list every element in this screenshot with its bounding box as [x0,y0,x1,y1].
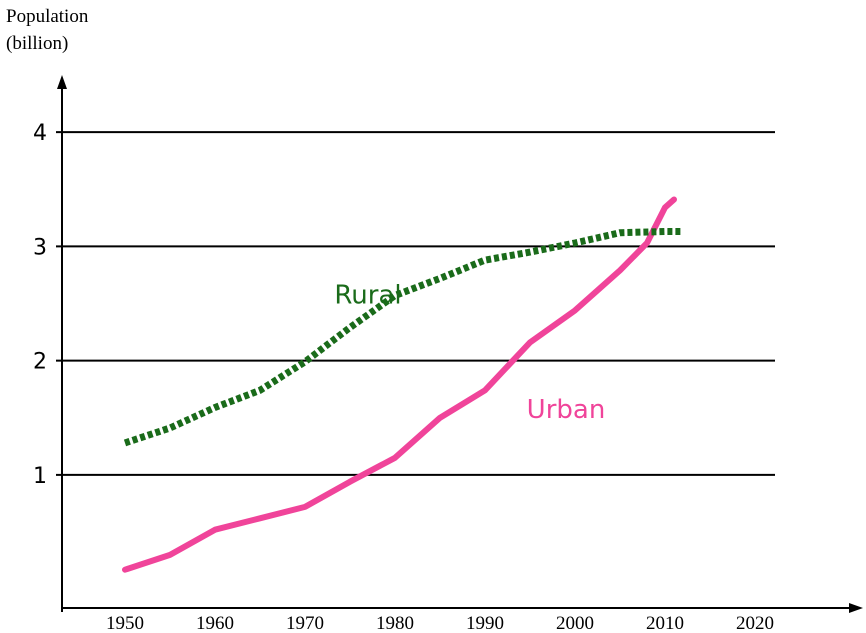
series-line [123,228,683,447]
x-tick-label: 2010 [646,613,684,633]
y-tick-label: 4 [33,121,47,146]
y-tick-label: 1 [33,464,47,489]
x-tick-label: 2000 [556,613,594,633]
y-axis-label: Population [6,6,89,27]
annotation: Rural [334,281,401,311]
y-axis-label: (billion) [6,33,68,54]
series-line [122,196,677,573]
x-tick-label: 2020 [736,613,774,633]
y-tick-label: 3 [33,235,47,260]
x-tick-label: 1950 [106,613,144,633]
x-tick-label: 1990 [466,613,504,633]
x-tick-label: 1980 [376,613,414,633]
x-tick-label: 1970 [286,613,324,633]
annotation: Urban [527,395,606,425]
y-tick-label: 2 [33,350,47,375]
x-axis-arrow [849,603,863,613]
y-axis-arrow [57,75,67,89]
x-tick-label: 1960 [196,613,234,633]
